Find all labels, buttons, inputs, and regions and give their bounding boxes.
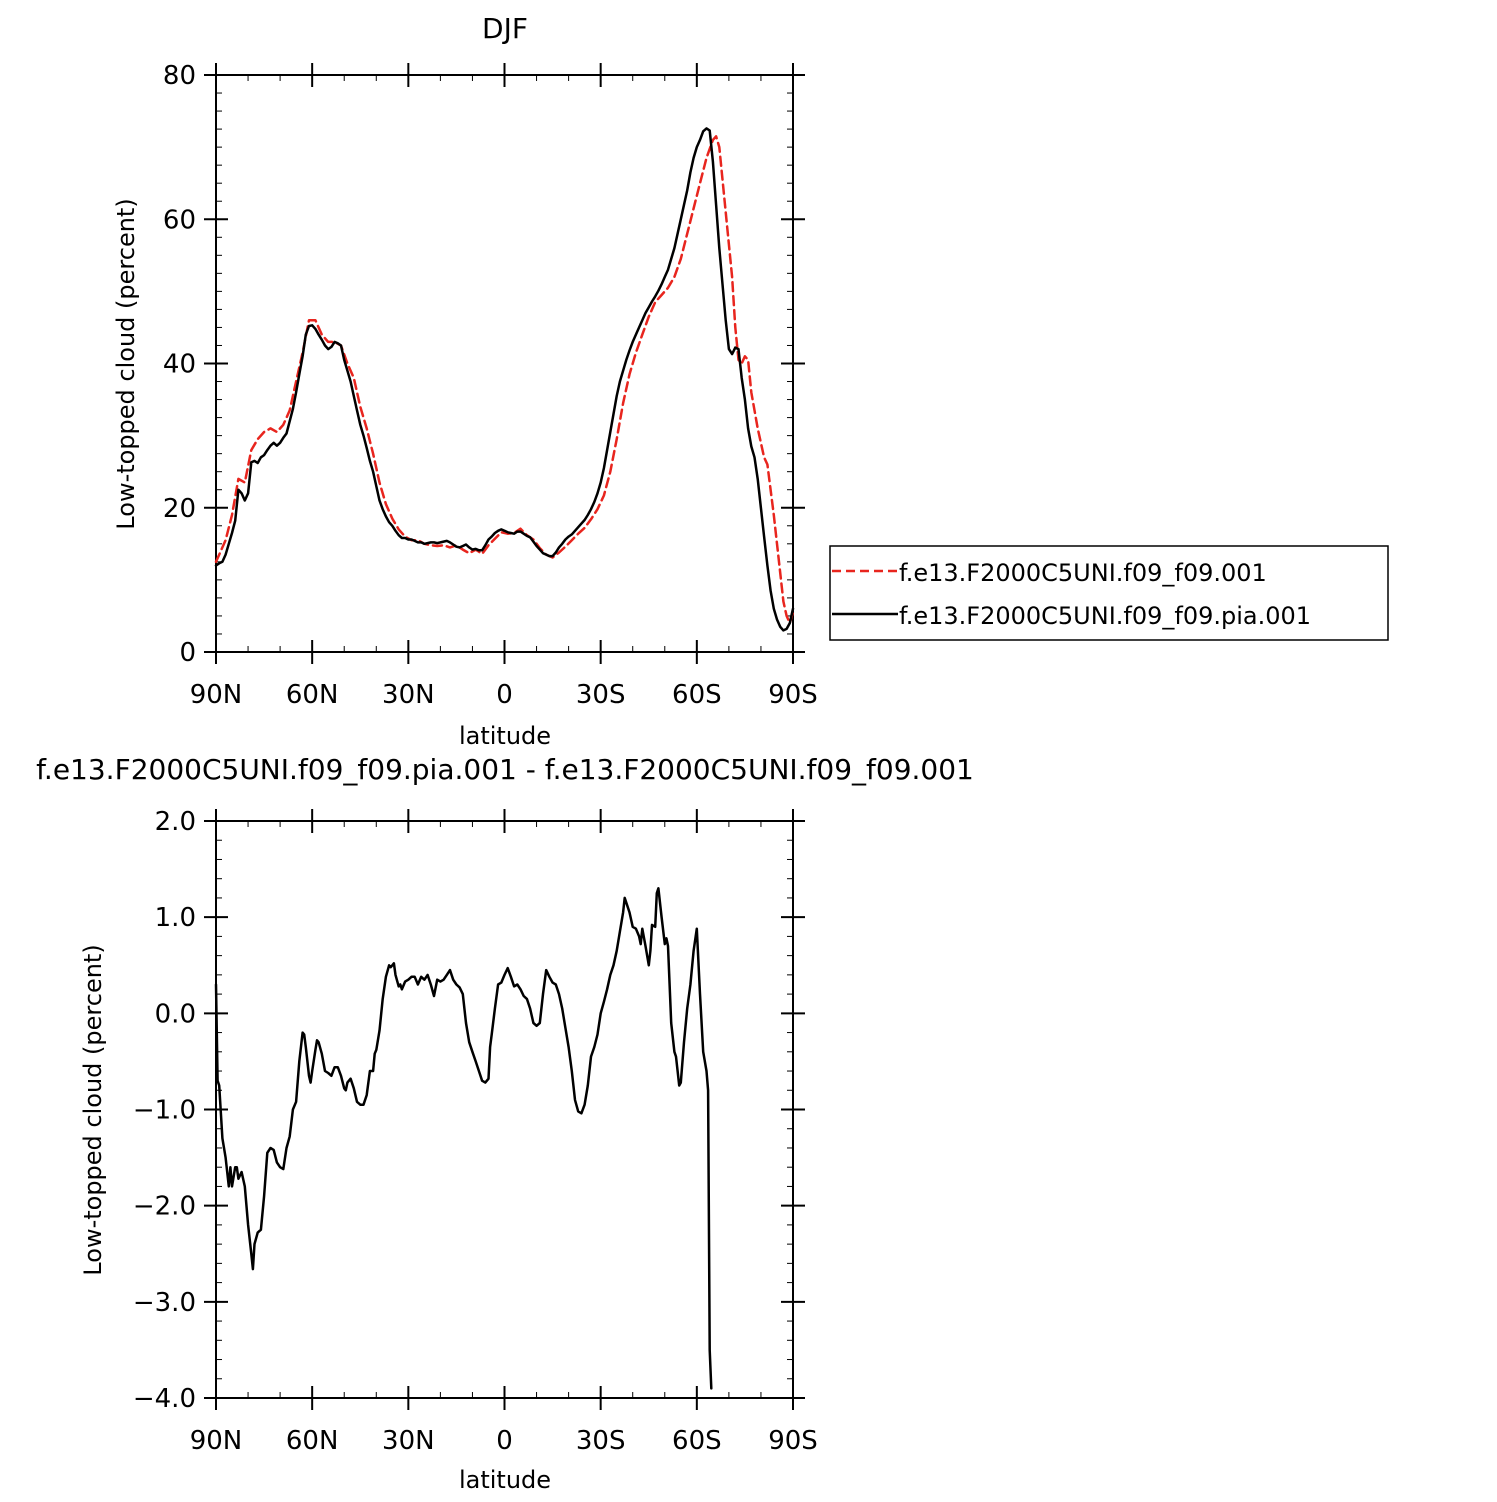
top-y-axis-label: Low-topped cloud (percent) [112, 198, 140, 529]
bottom-y-tick-label-6: 2.0 [155, 807, 196, 837]
bottom-panel: f.e13.F2000C5UNI.f09_f09.pia.001 - f.e13… [36, 753, 974, 1494]
bottom-plot-frame [215, 820, 794, 1399]
top-x-tick-label-1: 60N [286, 680, 339, 710]
bottom-y-ticks: −4.0 −3.0 −2.0 −1.0 0.0 1.0 2.0 [133, 807, 805, 1414]
top-y-tick-label-1: 20 [163, 494, 196, 524]
top-x-tick-label-4: 30S [576, 680, 626, 710]
bottom-x-tick-label-5: 60S [672, 1426, 722, 1456]
bottom-y-tick-label-4: 0.0 [155, 999, 196, 1029]
top-series-lines [214, 127, 795, 632]
bottom-x-tick-label-2: 30N [382, 1426, 435, 1456]
bottom-x-tick-label-6: 90S [768, 1426, 818, 1456]
bottom-x-tick-label-3: 0 [496, 1426, 513, 1456]
top-y-tick-label-0: 0 [179, 638, 196, 668]
bottom-x-tick-label-4: 30S [576, 1426, 626, 1456]
top-x-tick-label-0: 90N [190, 680, 243, 710]
legend-label-series-2: f.e13.F2000C5UNI.f09_f09.pia.001 [899, 602, 1311, 630]
bottom-x-axis-label: latitude [459, 1466, 551, 1494]
top-y-tick-label-3: 60 [163, 205, 196, 235]
legend-label-series-1: f.e13.F2000C5UNI.f09_f09.001 [899, 559, 1267, 587]
top-x-tick-label-6: 90S [768, 680, 818, 710]
bottom-y-axis-label: Low-topped cloud (percent) [79, 944, 107, 1275]
bottom-y-tick-label-2: −2.0 [133, 1192, 196, 1222]
top-x-ticks: 90N 60N 30N 0 30S 60S 90S [190, 63, 818, 710]
bottom-title: f.e13.F2000C5UNI.f09_f09.pia.001 - f.e13… [36, 753, 974, 786]
bottom-y-tick-label-1: −3.0 [133, 1288, 196, 1318]
bottom-x-tick-label-0: 90N [190, 1426, 243, 1456]
top-x-tick-label-3: 0 [496, 680, 513, 710]
top-x-tick-label-2: 30N [382, 680, 435, 710]
top-x-axis-label: latitude [459, 722, 551, 750]
bottom-series-lines [214, 887, 713, 1390]
top-series-line-1 [214, 135, 795, 625]
bottom-y-tick-label-3: −1.0 [133, 1096, 196, 1126]
top-series-line-2 [214, 127, 795, 632]
bottom-x-tick-label-1: 60N [286, 1426, 339, 1456]
top-title: DJF [482, 12, 528, 45]
bottom-series-line-1 [214, 887, 713, 1390]
top-y-ticks: 0 20 40 60 80 [163, 61, 805, 668]
legend-box [829, 545, 1389, 641]
top-panel: DJF 0 20 40 60 80 90N 60N 30N 0 30S 60S 90S latitu… [112, 12, 1389, 750]
bottom-y-tick-label-5: 1.0 [155, 903, 196, 933]
bottom-y-tick-label-0: −4.0 [133, 1384, 196, 1414]
top-x-tick-label-5: 60S [672, 680, 722, 710]
top-y-tick-label-4: 80 [163, 61, 196, 91]
legend: f.e13.F2000C5UNI.f09_f09.001 f.e13.F2000… [829, 545, 1389, 641]
bottom-x-ticks: 90N 60N 30N 0 30S 60S 90S [190, 809, 818, 1456]
top-y-tick-label-2: 40 [163, 350, 196, 380]
